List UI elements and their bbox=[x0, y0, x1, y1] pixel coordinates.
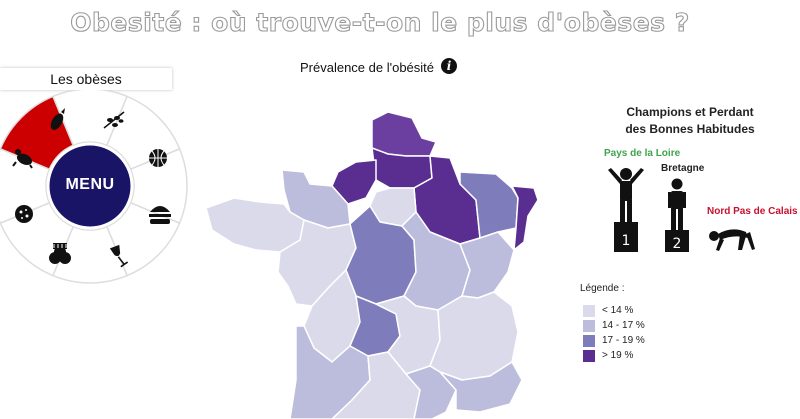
wine-glass-icon[interactable] bbox=[109, 244, 129, 268]
second-figure-icon bbox=[668, 178, 686, 230]
basketball-icon[interactable] bbox=[149, 149, 167, 167]
region-franche-comte[interactable] bbox=[459, 231, 515, 299]
champion-second-label: Bretagne bbox=[661, 163, 705, 174]
region-languedoc-roussillon[interactable] bbox=[405, 365, 457, 419]
salami-icon[interactable] bbox=[15, 205, 33, 223]
obese-person-icon[interactable] bbox=[12, 149, 34, 169]
legend-swatch bbox=[583, 320, 595, 332]
loser-label: Nord Pas de Calais bbox=[707, 206, 798, 217]
champions-title: Champions et Perdant des Bonnes Habitude… bbox=[600, 104, 780, 138]
podium-rank-2: 2 bbox=[673, 236, 682, 252]
region-lorraine[interactable] bbox=[459, 171, 519, 239]
podium-block-2 bbox=[665, 230, 689, 252]
menu-center-button[interactable] bbox=[46, 142, 134, 230]
burger-icon[interactable] bbox=[149, 206, 171, 224]
podium-block-1 bbox=[614, 222, 638, 252]
region-paca[interactable] bbox=[439, 361, 523, 413]
region-midi-pyrenees[interactable] bbox=[331, 351, 421, 419]
loser-figure-icon bbox=[709, 229, 755, 251]
map-subtitle: Prévalence de l'obésité bbox=[300, 60, 435, 75]
eggplant-icon[interactable] bbox=[48, 108, 66, 132]
olive-branch-icon[interactable] bbox=[103, 111, 125, 129]
page-title: Obesité : où trouve-t-on le plus d'obèse… bbox=[70, 7, 690, 37]
menu-center-label[interactable]: MENU bbox=[65, 176, 115, 193]
region-alsace[interactable] bbox=[511, 185, 539, 251]
champions-title-line1: Champions et Perdant bbox=[626, 105, 754, 119]
champions-title-line2: des Bonnes Habitudes bbox=[625, 122, 755, 136]
podium-rank-1: 1 bbox=[622, 233, 631, 249]
info-icon[interactable]: i bbox=[441, 58, 457, 74]
legend-title: Légende : bbox=[580, 283, 625, 294]
podium-illustration: 1 2 bbox=[608, 168, 755, 252]
menu-wheel bbox=[0, 90, 188, 284]
legend-swatch bbox=[583, 305, 595, 317]
legend-label: 14 - 17 % bbox=[602, 320, 645, 331]
france-map bbox=[205, 111, 539, 419]
cupcake-icon[interactable] bbox=[49, 243, 71, 264]
legend-label: > 19 % bbox=[602, 350, 634, 361]
menu-header: Les obèses bbox=[0, 68, 172, 90]
champion-first-label: Pays de la Loire bbox=[604, 148, 681, 159]
legend-label: 17 - 19 % bbox=[602, 335, 645, 346]
legend-swatch bbox=[583, 335, 595, 347]
legend-label: < 14 % bbox=[602, 305, 634, 316]
legend-swatch bbox=[583, 350, 595, 362]
region-nord-pas-de-calais[interactable] bbox=[371, 111, 437, 157]
winner-figure-icon bbox=[608, 168, 644, 222]
